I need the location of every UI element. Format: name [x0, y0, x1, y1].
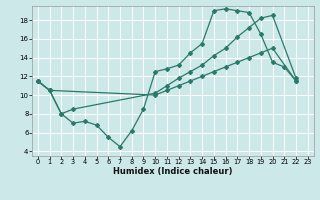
X-axis label: Humidex (Indice chaleur): Humidex (Indice chaleur) — [113, 167, 233, 176]
